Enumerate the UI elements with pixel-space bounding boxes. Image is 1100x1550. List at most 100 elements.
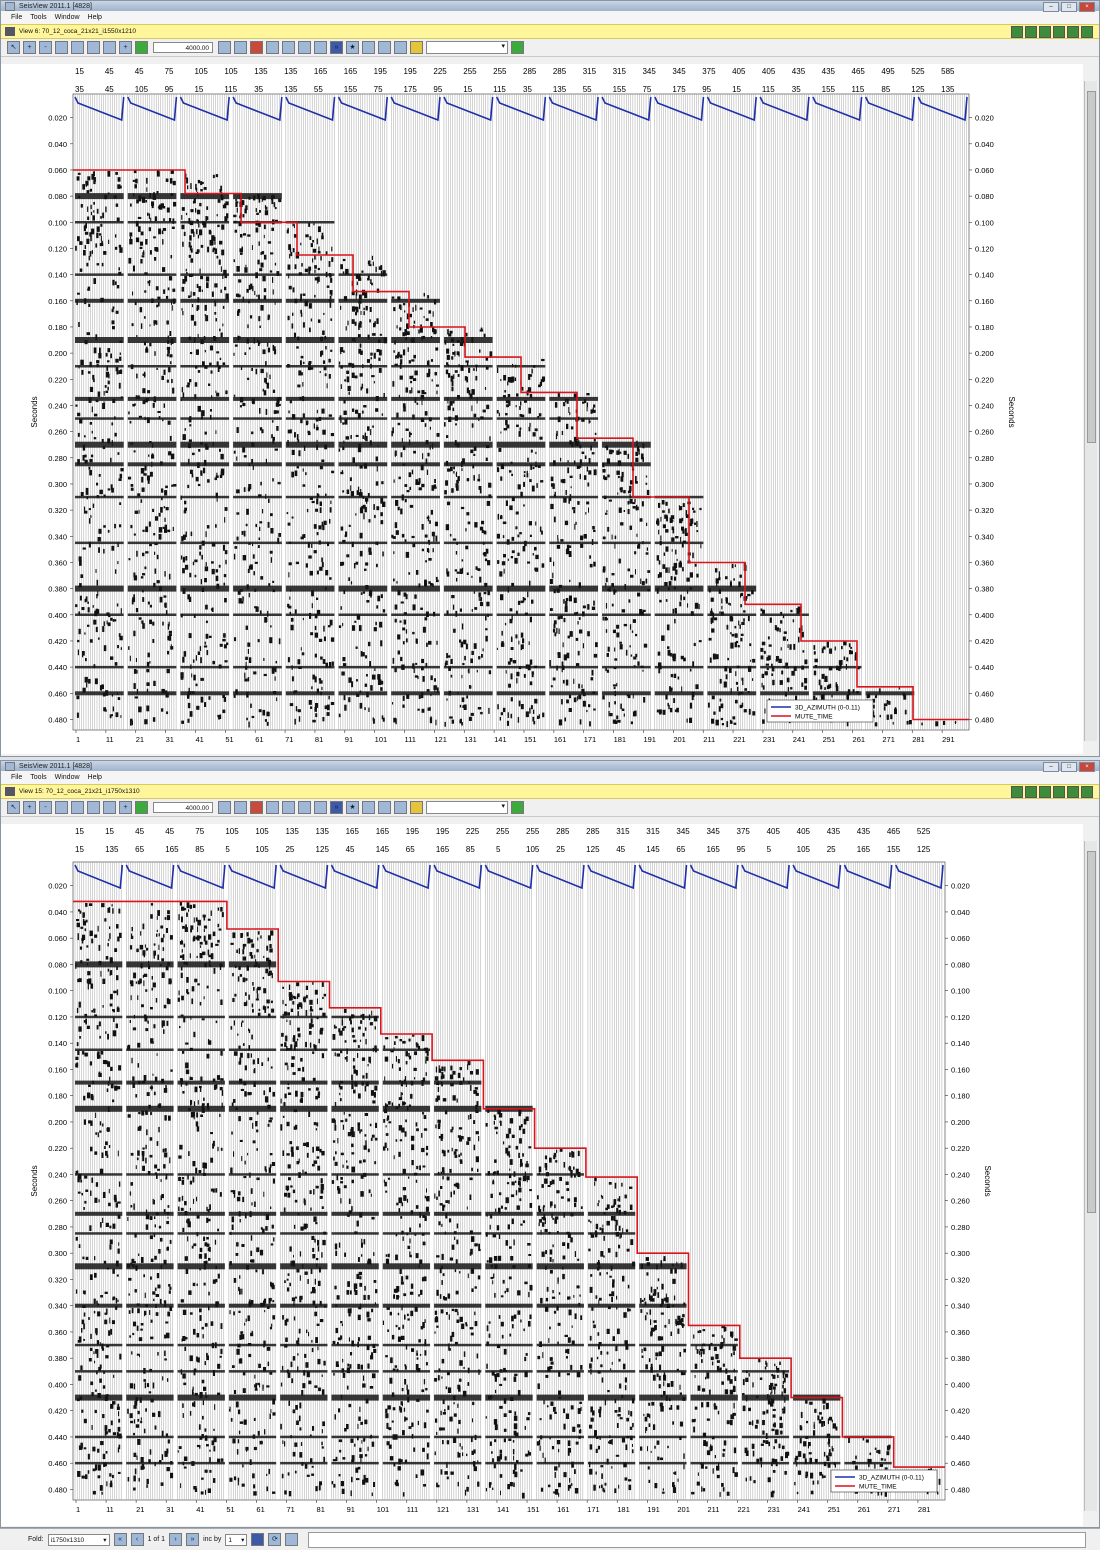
wiggle-fill bbox=[360, 489, 362, 493]
table-icon[interactable] bbox=[362, 41, 375, 54]
settings-icon[interactable] bbox=[410, 801, 423, 814]
view-button-4[interactable] bbox=[1053, 26, 1065, 38]
scrollbar-thumb[interactable] bbox=[1087, 91, 1096, 443]
wiggle-fill bbox=[711, 718, 715, 724]
pointer-icon[interactable]: ↖ bbox=[7, 801, 20, 814]
palette-icon[interactable] bbox=[234, 41, 247, 54]
forward-icon[interactable]: » bbox=[330, 41, 343, 54]
gather-plot-top[interactable]: 15 45 45 75 105 105 135 135 165 165 195 195 225 255 25… bbox=[1, 64, 1083, 754]
search-icon[interactable] bbox=[103, 801, 116, 814]
palette-icon[interactable] bbox=[234, 801, 247, 814]
spin-icon[interactable] bbox=[218, 41, 231, 54]
header-icon[interactable] bbox=[314, 41, 327, 54]
zoom-box-icon[interactable] bbox=[55, 41, 68, 54]
green-square-icon[interactable] bbox=[135, 41, 148, 54]
reflection-event bbox=[285, 541, 335, 545]
menu-help[interactable]: Help bbox=[87, 774, 102, 781]
variable-area-icon[interactable] bbox=[282, 41, 295, 54]
close-icon[interactable]: × bbox=[1079, 2, 1095, 12]
wiggle-fill bbox=[75, 1289, 78, 1294]
menu-window[interactable]: Window bbox=[54, 14, 80, 21]
view-button-3[interactable] bbox=[1039, 26, 1051, 38]
wiggle-fill bbox=[448, 666, 451, 671]
menu-file[interactable]: File bbox=[11, 774, 23, 781]
view-button-3[interactable] bbox=[1039, 786, 1051, 798]
wiggle-fill bbox=[106, 366, 109, 371]
pointer-icon[interactable]: ↖ bbox=[7, 41, 20, 54]
scale-input[interactable]: 4000.00 bbox=[153, 802, 213, 813]
grid-icon[interactable] bbox=[87, 41, 100, 54]
view-button-2[interactable] bbox=[1025, 786, 1037, 798]
print-icon[interactable] bbox=[394, 801, 407, 814]
wiggle-fill bbox=[119, 635, 123, 641]
zoom-fit-icon[interactable] bbox=[71, 801, 84, 814]
close-icon[interactable]: × bbox=[1079, 762, 1095, 772]
print-icon[interactable] bbox=[394, 41, 407, 54]
wiggle-fill bbox=[955, 721, 956, 724]
wiggle-fill bbox=[395, 500, 399, 506]
search-icon[interactable] bbox=[103, 41, 116, 54]
view-button-4[interactable] bbox=[1053, 786, 1065, 798]
crosshair-icon[interactable]: + bbox=[119, 801, 132, 814]
display-dropdown[interactable] bbox=[426, 41, 508, 54]
star-icon[interactable]: ★ bbox=[346, 801, 359, 814]
list-icon[interactable] bbox=[378, 41, 391, 54]
gather-plot-bottom[interactable]: 15 15 45 45 75 105 105 135 135 165 165 195 195 225 255… bbox=[1, 824, 1083, 1526]
wiggle-fill bbox=[96, 263, 100, 266]
view-button-1[interactable] bbox=[1011, 26, 1023, 38]
zoom-in-icon[interactable]: + bbox=[23, 801, 36, 814]
menu-tools[interactable]: Tools bbox=[30, 14, 47, 21]
menu-window[interactable]: Window bbox=[54, 774, 80, 781]
wiggle-fill bbox=[538, 384, 541, 388]
maximize-icon[interactable]: □ bbox=[1061, 762, 1077, 772]
menu-help[interactable]: Help bbox=[87, 14, 102, 21]
wiggle-icon[interactable] bbox=[266, 801, 279, 814]
star-icon[interactable]: ★ bbox=[346, 41, 359, 54]
menu-file[interactable]: File bbox=[11, 14, 23, 21]
wiggle-fill bbox=[102, 978, 106, 984]
view-button-2[interactable] bbox=[1025, 26, 1037, 38]
scale-input[interactable]: 4000.00 bbox=[153, 42, 213, 53]
overlay-icon[interactable] bbox=[298, 801, 311, 814]
grid-icon[interactable] bbox=[87, 801, 100, 814]
zoom-box-icon[interactable] bbox=[55, 801, 68, 814]
view-button-1[interactable] bbox=[1011, 786, 1023, 798]
minimize-icon[interactable]: – bbox=[1043, 762, 1059, 772]
forward-icon[interactable]: » bbox=[330, 801, 343, 814]
view-button-5[interactable] bbox=[1067, 786, 1079, 798]
color-icon[interactable] bbox=[250, 801, 263, 814]
spin-icon[interactable] bbox=[218, 801, 231, 814]
wiggle-fill bbox=[453, 466, 455, 470]
view-button-6[interactable] bbox=[1081, 26, 1093, 38]
header-icon[interactable] bbox=[314, 801, 327, 814]
display-dropdown[interactable] bbox=[426, 801, 508, 814]
zoom-out-icon[interactable]: - bbox=[39, 41, 52, 54]
vertical-scrollbar-top[interactable] bbox=[1084, 81, 1097, 741]
zoom-in-icon[interactable]: + bbox=[23, 41, 36, 54]
variable-area-icon[interactable] bbox=[282, 801, 295, 814]
wiggle-fill bbox=[146, 661, 150, 667]
view-button-5[interactable] bbox=[1067, 26, 1079, 38]
menu-tools[interactable]: Tools bbox=[30, 774, 47, 781]
settings-icon[interactable] bbox=[410, 41, 423, 54]
maximize-icon[interactable]: □ bbox=[1061, 2, 1077, 12]
zoom-out-icon[interactable]: - bbox=[39, 801, 52, 814]
overlay-icon[interactable] bbox=[298, 41, 311, 54]
wiggle-fill bbox=[76, 922, 80, 928]
wiggle-fill bbox=[903, 694, 907, 700]
table-icon[interactable] bbox=[362, 801, 375, 814]
list-icon[interactable] bbox=[378, 801, 391, 814]
wiggle-fill bbox=[146, 688, 149, 693]
crosshair-icon[interactable]: + bbox=[119, 41, 132, 54]
zoom-fit-icon[interactable] bbox=[71, 41, 84, 54]
wiggle-fill bbox=[782, 636, 786, 641]
export-icon[interactable] bbox=[511, 801, 524, 814]
color-icon[interactable] bbox=[250, 41, 263, 54]
export-icon[interactable] bbox=[511, 41, 524, 54]
green-square-icon[interactable] bbox=[135, 801, 148, 814]
reflection-event bbox=[812, 665, 862, 669]
wiggle-fill bbox=[115, 1297, 118, 1304]
view-button-6[interactable] bbox=[1081, 786, 1093, 798]
wiggle-icon[interactable] bbox=[266, 41, 279, 54]
minimize-icon[interactable]: – bbox=[1043, 2, 1059, 12]
